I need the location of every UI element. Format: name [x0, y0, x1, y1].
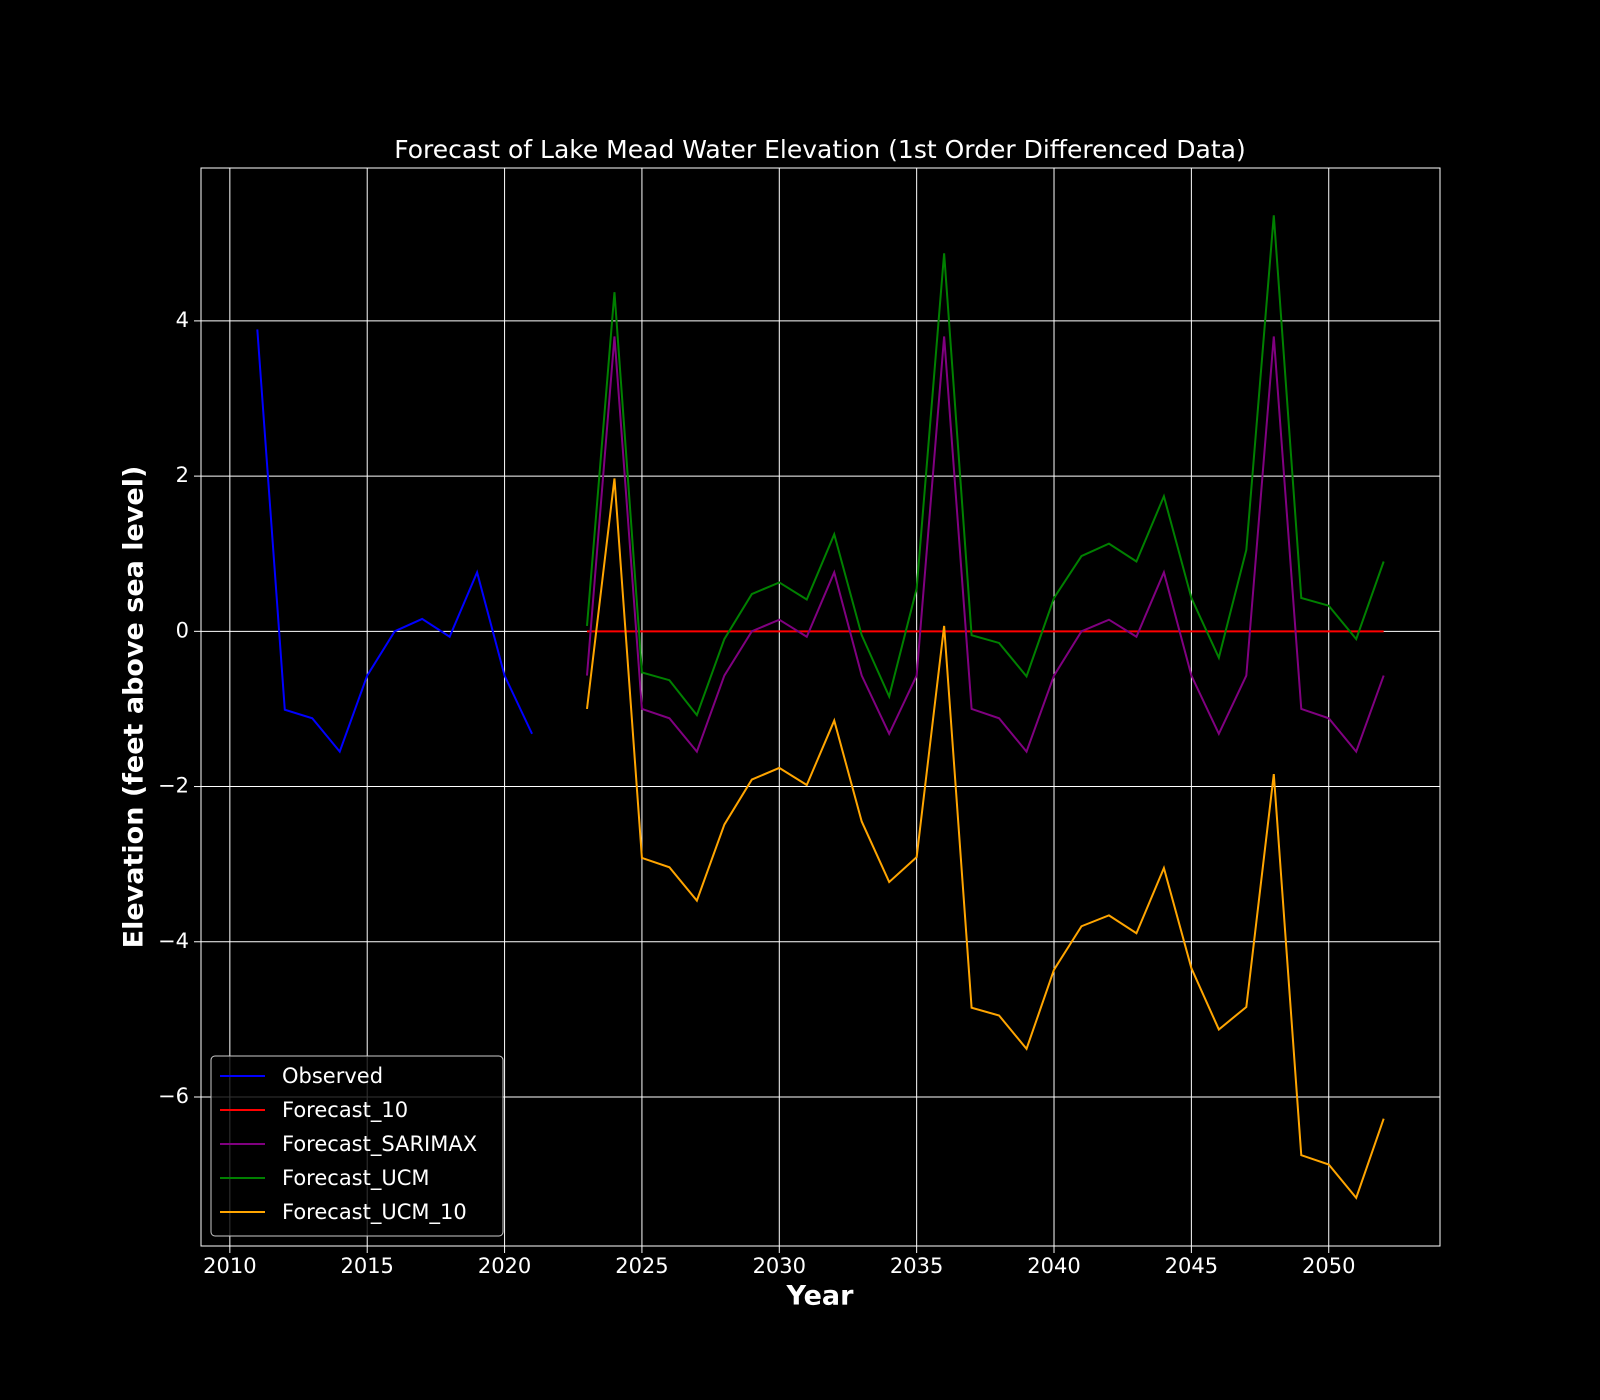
- plot-frame: [200, 167, 1441, 1247]
- y-axis-label: Elevation (feet above sea level): [119, 466, 150, 949]
- x-tick-label: 2050: [1302, 1254, 1355, 1278]
- y-tick-label: −6: [158, 1084, 189, 1108]
- y-tick-label: 4: [176, 308, 189, 332]
- chart-title: Forecast of Lake Mead Water Elevation (1…: [394, 135, 1246, 164]
- x-tick-label: 2045: [1165, 1254, 1218, 1278]
- x-tick-label: 2035: [890, 1254, 943, 1278]
- x-tick-label: 2020: [478, 1254, 531, 1278]
- x-tick-label: 2025: [615, 1254, 668, 1278]
- legend-label: Forecast_10: [282, 1098, 408, 1123]
- x-tick-label: 2010: [203, 1254, 256, 1278]
- legend-label: Observed: [282, 1064, 383, 1088]
- series-line: [585, 478, 1385, 1200]
- legend: Observed Forecast_10 Forecast_SARIMAX Forec…: [210, 1055, 504, 1237]
- series-line: [256, 329, 533, 754]
- legend-label: Forecast_SARIMAX: [282, 1132, 477, 1157]
- y-tick-label: −4: [158, 929, 189, 953]
- legend-label: Forecast_UCM_10: [282, 1200, 467, 1225]
- x-tick-label: 2040: [1027, 1254, 1080, 1278]
- x-tick-label: 2030: [753, 1254, 806, 1278]
- y-tick-label: 0: [176, 618, 189, 642]
- series-line: [585, 215, 1385, 718]
- x-axis-label: Year: [786, 1281, 855, 1312]
- y-tick-label: −2: [158, 774, 189, 798]
- legend-box: [210, 1055, 504, 1237]
- legend-label: Forecast_UCM: [282, 1166, 430, 1191]
- y-tick-label: 2: [176, 463, 189, 487]
- x-tick-label: 2015: [340, 1254, 393, 1278]
- series-line: [585, 336, 1385, 754]
